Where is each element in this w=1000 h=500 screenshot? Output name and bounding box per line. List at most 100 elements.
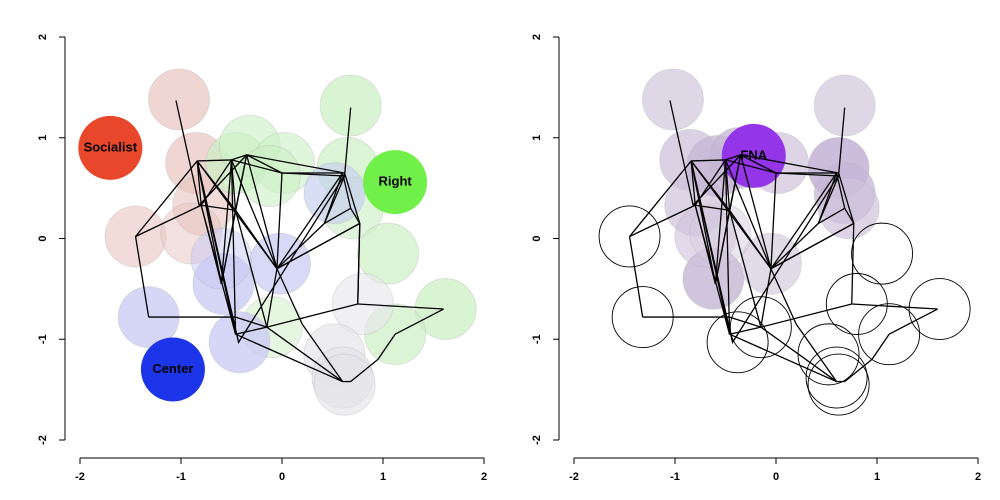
network-edge [775, 172, 839, 177]
network-edge [246, 154, 278, 269]
network-edge [740, 154, 772, 269]
node-circle [641, 68, 704, 131]
y-tick-label: 0 [37, 235, 49, 241]
network-edge [357, 303, 444, 310]
network-edge [234, 210, 268, 328]
network-edge [851, 303, 938, 310]
network-edge [324, 207, 352, 224]
network-edge [728, 210, 762, 328]
network-edge [760, 303, 852, 328]
node-circle [303, 162, 366, 225]
network-edge [795, 323, 838, 382]
x-tick-label: 2 [481, 471, 487, 483]
network-edge [844, 207, 855, 224]
node-circle [414, 278, 477, 341]
x-tick-label: 0 [773, 471, 779, 483]
x-tick-label: 1 [380, 471, 386, 483]
network-edge [871, 333, 890, 360]
network-edge [760, 326, 837, 383]
node-circle-outline [851, 222, 913, 285]
network-edge [220, 159, 233, 284]
node-circle [313, 353, 376, 416]
x-tick-label: 2 [975, 471, 981, 483]
x-tick-label: 0 [279, 471, 285, 483]
network-edge [888, 308, 938, 335]
network-edge [714, 159, 727, 284]
network-edge [729, 333, 837, 383]
network-edge [230, 159, 237, 335]
group-label-right: Right [379, 174, 413, 189]
network-edge [134, 236, 150, 318]
network-edge [729, 326, 761, 335]
network-edge [231, 154, 247, 161]
network-edge [323, 172, 344, 224]
group-circle-right [363, 150, 428, 215]
network-edge [350, 358, 379, 383]
node-circle [208, 311, 271, 374]
node-circle [813, 74, 876, 137]
network-edge [266, 268, 278, 328]
group-label-center: Center [152, 361, 193, 376]
node-circle [357, 222, 420, 285]
network-edge [844, 358, 873, 383]
network-path [175, 100, 361, 344]
node-circle-outline [825, 273, 888, 335]
x-tick-label: -2 [75, 471, 85, 483]
network-edge [235, 333, 343, 383]
network-edge [725, 154, 741, 161]
network-path [669, 100, 855, 344]
node-circle-outline [908, 278, 971, 340]
network-edge [770, 268, 797, 325]
network-edge [817, 172, 838, 224]
network-edge [235, 326, 267, 335]
x-tick-label: -1 [670, 471, 680, 483]
y-tick-label: 1 [37, 135, 49, 141]
network-edge [394, 308, 444, 335]
network-edge [135, 160, 198, 237]
node-circle [238, 145, 301, 208]
node-circle-outline [598, 205, 661, 268]
network-edge [770, 172, 838, 270]
network-edge [714, 154, 742, 284]
network-edge [276, 222, 325, 270]
x-tick-label: 1 [874, 471, 880, 483]
y-tick-label: 2 [531, 34, 543, 40]
node-circle-outline [805, 346, 868, 409]
network-edge [628, 236, 644, 318]
network-edge [220, 154, 248, 284]
node-circle [319, 74, 382, 137]
y-tick-label: -2 [37, 435, 49, 445]
network-edge [851, 223, 855, 305]
network-edge [770, 172, 777, 269]
network-edge [350, 207, 361, 224]
network-edge [770, 222, 819, 270]
network-edge [301, 323, 344, 382]
network-edge [197, 159, 232, 162]
network-edge [276, 268, 303, 325]
network-edge [357, 223, 361, 305]
network-edge [691, 159, 726, 162]
network-edge [818, 207, 846, 224]
node-circle-outline [706, 311, 769, 374]
node-circle [147, 68, 210, 131]
network-edge [377, 333, 396, 360]
y-tick-label: -1 [37, 334, 49, 344]
network-edge [724, 159, 772, 269]
x-tick-label: -2 [569, 471, 579, 483]
right-network-panel: -2 -1 0 1 2 -2 -1 0 1 2 FNA [531, 34, 981, 483]
network-edge [629, 204, 696, 238]
y-tick-label: 2 [37, 34, 49, 40]
network-edge [629, 160, 692, 237]
y-tick-label: 1 [531, 135, 543, 141]
network-edge [690, 160, 696, 206]
network-edge [760, 268, 772, 328]
x-tick-label: -1 [176, 471, 186, 483]
node-circle-outline [807, 353, 870, 416]
group-circle-socialist [78, 115, 143, 180]
group-label-fna: FNA [740, 147, 767, 162]
group-circle-center [140, 337, 205, 402]
network-edge [276, 172, 283, 269]
network-edge [196, 160, 202, 206]
network-edge [135, 204, 202, 238]
network-edge [740, 154, 777, 174]
